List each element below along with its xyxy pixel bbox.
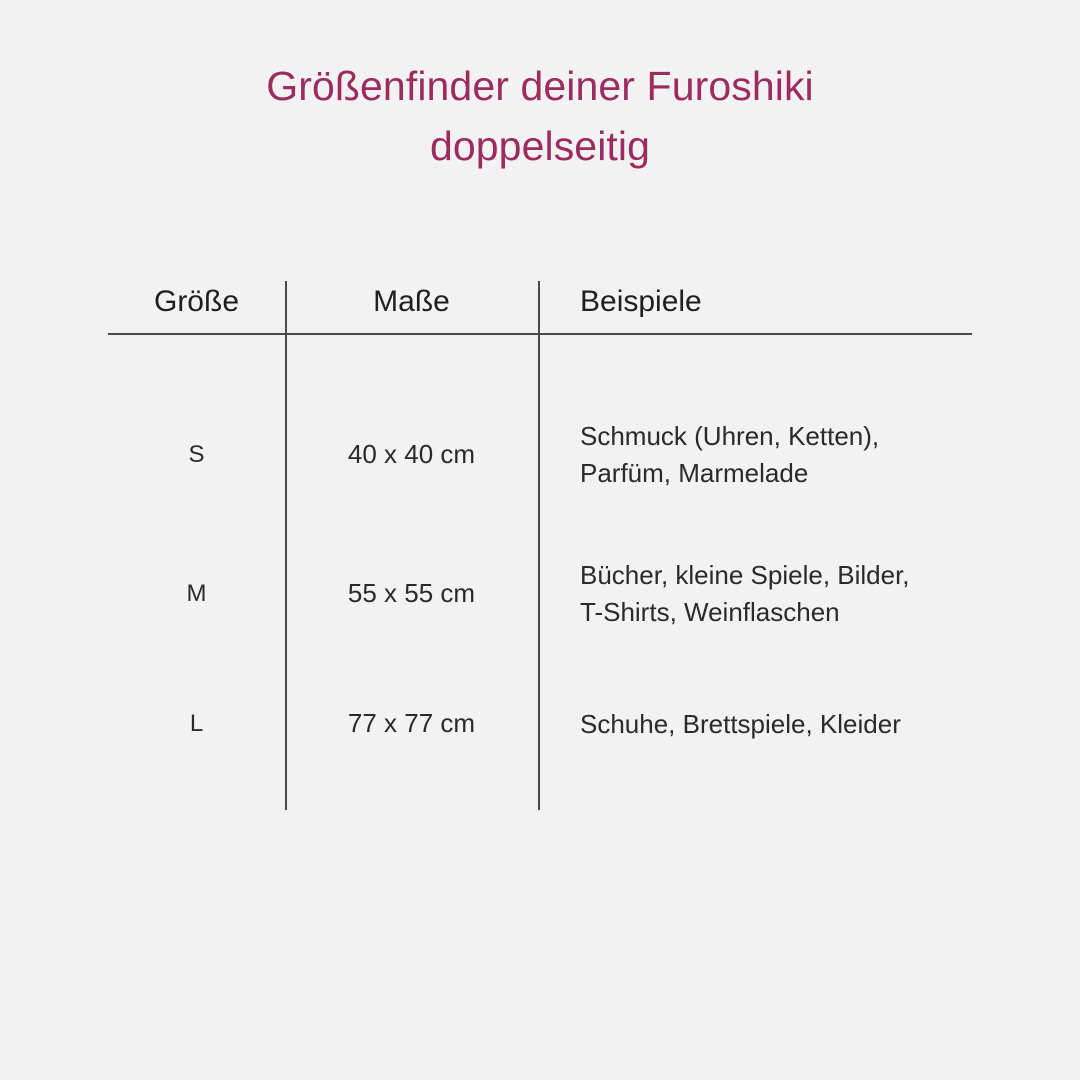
size-table: Größe Maße Beispiele S 40 x 40 cm Schmuc…	[108, 270, 972, 815]
cell-examples: Schuhe, Brettspiele, Kleider	[580, 696, 972, 752]
column-header-dimensions: Maße	[373, 285, 450, 318]
column-divider-2	[538, 281, 540, 810]
cell-dimensions: 40 x 40 cm	[347, 439, 476, 470]
page-title: Größenfinder deiner Furoshiki doppelseit…	[0, 56, 1080, 176]
cell-examples: Bücher, kleine Spiele, Bilder, T-Shirts,…	[580, 547, 972, 641]
cell-examples-line: Parfüm, Marmelade	[580, 458, 809, 488]
header-underline	[108, 333, 972, 335]
table-row: S 40 x 40 cm Schmuck (Uhren, Ketten), Pa…	[108, 408, 972, 502]
table-header-row: Größe Maße Beispiele	[108, 278, 972, 333]
cell-examples-line: Schmuck (Uhren, Ketten),	[580, 421, 880, 451]
cell-examples: Schmuck (Uhren, Ketten), Parfüm, Marmela…	[580, 408, 972, 502]
page-title-line-2: doppelseitig	[429, 123, 651, 169]
cell-dimensions: 55 x 55 cm	[347, 578, 476, 609]
cell-examples-line: Bücher, kleine Spiele, Bilder,	[580, 560, 910, 590]
cell-examples-line: T-Shirts, Weinflaschen	[580, 597, 840, 627]
cell-dimensions: 77 x 77 cm	[347, 708, 476, 739]
cell-size: L	[189, 709, 204, 737]
cell-size: S	[188, 440, 205, 468]
column-divider-1	[285, 281, 287, 810]
table-row: L 77 x 77 cm Schuhe, Brettspiele, Kleide…	[108, 696, 972, 752]
page-title-line-1: Größenfinder deiner Furoshiki	[266, 63, 814, 109]
cell-size: M	[186, 579, 207, 607]
column-header-size: Größe	[153, 285, 240, 318]
table-row: M 55 x 55 cm Bücher, kleine Spiele, Bild…	[108, 547, 972, 641]
cell-examples-line: Schuhe, Brettspiele, Kleider	[580, 708, 901, 739]
column-header-examples: Beispiele	[580, 285, 702, 318]
